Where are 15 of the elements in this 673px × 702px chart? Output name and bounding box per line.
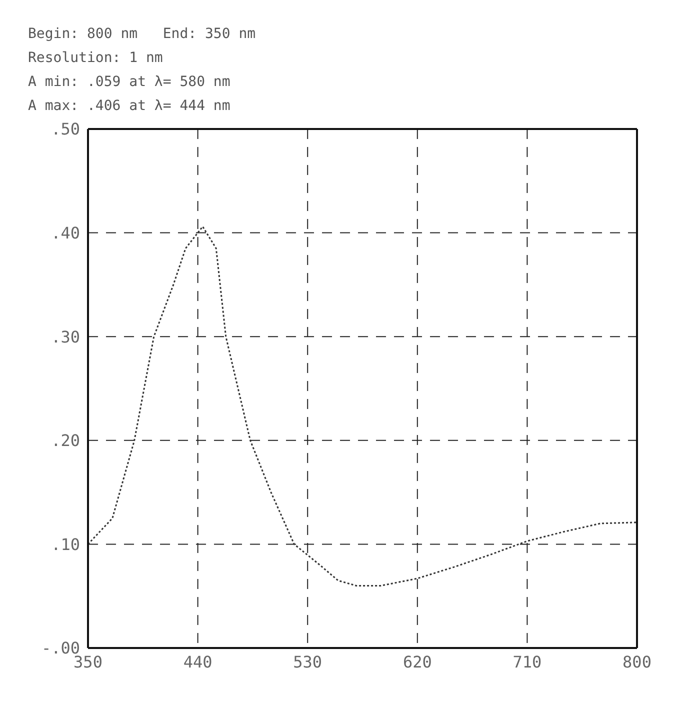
x-tick-label: 710 [512,652,542,672]
y-tick-label: .20 [51,431,80,450]
y-tick-label: .30 [51,327,80,346]
y-tick-label: .10 [51,534,80,554]
text: A min: .059 at λ= 580 nm [28,73,232,92]
x-tick-label: 530 [293,652,322,672]
text: Begin: 800 nm End: 350 nm [28,25,257,44]
x-tick-label: 620 [402,652,432,672]
y-tick-label: .50 [51,120,80,139]
x-tick-label: 440 [183,652,212,672]
x-tick-label: 800 [622,652,652,672]
line-series [88,226,637,586]
y-tick-label: .40 [51,223,80,242]
text: Resolution: 1 nm [28,49,164,68]
text: A max: .406 at λ= 444 nm [28,97,232,116]
